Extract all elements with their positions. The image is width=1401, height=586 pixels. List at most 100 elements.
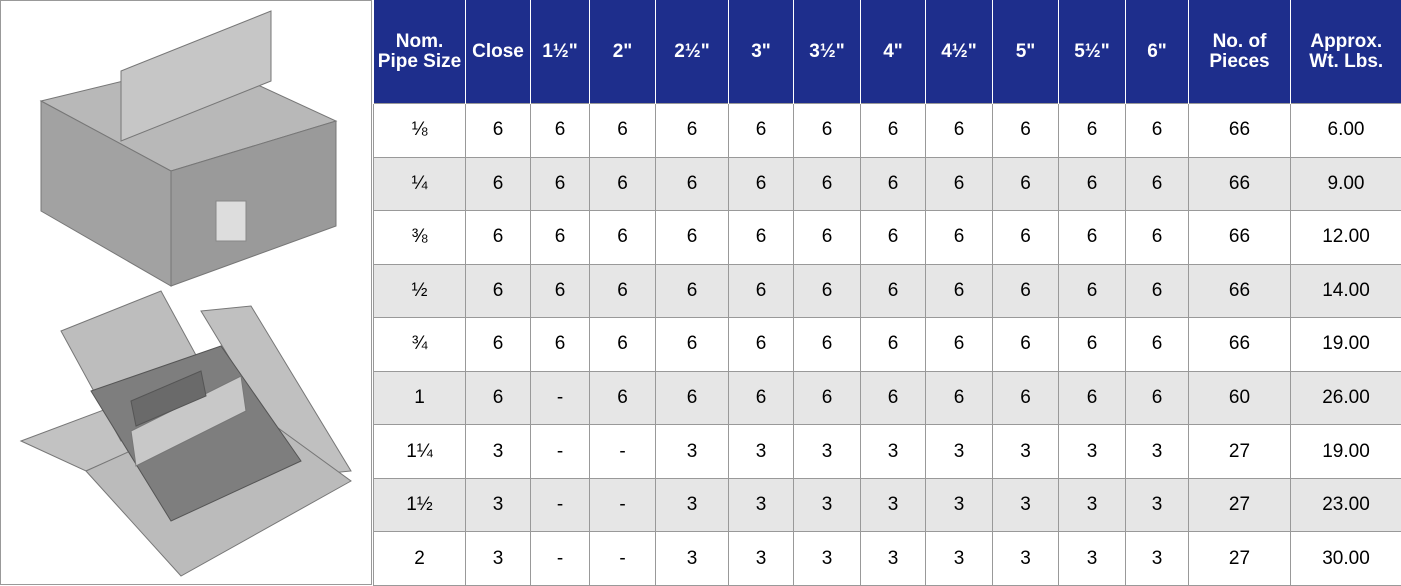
table-cell: 6 bbox=[926, 104, 993, 158]
header-cell: 5" bbox=[993, 0, 1059, 104]
table-cell: 6 bbox=[1059, 264, 1126, 318]
table-cell: 6 bbox=[590, 104, 656, 158]
table-cell: 6 bbox=[1126, 264, 1189, 318]
table-cell: 3 bbox=[926, 425, 993, 479]
table-cell: 6 bbox=[993, 318, 1059, 372]
table-cell: 3 bbox=[794, 478, 861, 532]
header-cell: Nom. Pipe Size bbox=[374, 0, 466, 104]
table-cell: 66 bbox=[1189, 157, 1291, 211]
table-cell: 3 bbox=[926, 532, 993, 586]
table-cell: 6 bbox=[794, 157, 861, 211]
table-cell: - bbox=[531, 532, 590, 586]
table-cell: 60 bbox=[1189, 371, 1291, 425]
table-cell: 9.00 bbox=[1291, 157, 1401, 211]
table-cell: 3 bbox=[794, 425, 861, 479]
table-cell: 1½ bbox=[374, 478, 466, 532]
table-cell: 3 bbox=[1126, 478, 1189, 532]
table-cell: 3 bbox=[656, 478, 729, 532]
table-cell: 3 bbox=[466, 425, 531, 479]
table-cell: ⅛ bbox=[374, 104, 466, 158]
table-cell: 6 bbox=[656, 264, 729, 318]
table-cell: 6 bbox=[993, 211, 1059, 265]
table-cell: 6 bbox=[1059, 371, 1126, 425]
table-cell: 6 bbox=[531, 104, 590, 158]
table-cell: 6 bbox=[993, 371, 1059, 425]
table-cell: 1 bbox=[374, 371, 466, 425]
header-cell: Close bbox=[466, 0, 531, 104]
table-cell: 6 bbox=[794, 371, 861, 425]
table-cell: 6 bbox=[1059, 157, 1126, 211]
table-cell: 6 bbox=[926, 211, 993, 265]
table-cell: 6 bbox=[794, 104, 861, 158]
table-cell: 6 bbox=[466, 264, 531, 318]
table-cell: 3 bbox=[656, 425, 729, 479]
table-cell: - bbox=[590, 532, 656, 586]
table-cell: 6.00 bbox=[1291, 104, 1401, 158]
table-cell: - bbox=[531, 425, 590, 479]
table-cell: 6 bbox=[926, 371, 993, 425]
table-cell: 6 bbox=[590, 371, 656, 425]
page: Nom. Pipe SizeClose1½"2"2½"3"3½"4"4½"5"5… bbox=[0, 0, 1401, 586]
table-cell: 6 bbox=[531, 264, 590, 318]
table-cell: 6 bbox=[1059, 211, 1126, 265]
table-cell: 6 bbox=[729, 211, 794, 265]
table-cell: 6 bbox=[1059, 318, 1126, 372]
table-cell: 14.00 bbox=[1291, 264, 1401, 318]
table-cell: 6 bbox=[656, 157, 729, 211]
table-cell: ⅜ bbox=[374, 211, 466, 265]
table-cell: 6 bbox=[656, 211, 729, 265]
table-cell: 6 bbox=[466, 211, 531, 265]
table-cell: 27 bbox=[1189, 478, 1291, 532]
table-cell: 3 bbox=[861, 425, 926, 479]
table-cell: 27 bbox=[1189, 425, 1291, 479]
header-cell: 6" bbox=[1126, 0, 1189, 104]
table-cell: 6 bbox=[861, 211, 926, 265]
table-cell: 6 bbox=[590, 264, 656, 318]
table-cell: 6 bbox=[729, 264, 794, 318]
table-cell: 6 bbox=[466, 371, 531, 425]
table-cell: 6 bbox=[729, 157, 794, 211]
table-cell: 1¼ bbox=[374, 425, 466, 479]
header-cell: 2½" bbox=[656, 0, 729, 104]
table-cell: 6 bbox=[794, 211, 861, 265]
table-cell: 66 bbox=[1189, 264, 1291, 318]
table-cell: ¼ bbox=[374, 157, 466, 211]
header-cell: 2" bbox=[590, 0, 656, 104]
header-cell: 4" bbox=[861, 0, 926, 104]
header-cell: 5½" bbox=[1059, 0, 1126, 104]
table-cell: 6 bbox=[1126, 318, 1189, 372]
table-cell: 6 bbox=[794, 264, 861, 318]
table-cell: ½ bbox=[374, 264, 466, 318]
table-cell: 3 bbox=[1059, 425, 1126, 479]
table-cell: 6 bbox=[993, 264, 1059, 318]
table-cell: 6 bbox=[794, 318, 861, 372]
table-cell: 6 bbox=[1059, 104, 1126, 158]
table-cell: 6 bbox=[466, 318, 531, 372]
table-cell: - bbox=[590, 425, 656, 479]
table-cell: 26.00 bbox=[1291, 371, 1401, 425]
header-cell: Approx. Wt. Lbs. bbox=[1291, 0, 1401, 104]
table-cell: 6 bbox=[1126, 371, 1189, 425]
table-cell: 6 bbox=[590, 211, 656, 265]
product-images bbox=[0, 0, 372, 585]
table-cell: - bbox=[531, 478, 590, 532]
table-cell: 2 bbox=[374, 532, 466, 586]
table-cell: 3 bbox=[1126, 532, 1189, 586]
table-cell: 3 bbox=[729, 425, 794, 479]
table-cell: - bbox=[531, 371, 590, 425]
table-cell: 6 bbox=[1126, 211, 1189, 265]
header-cell: 3" bbox=[729, 0, 794, 104]
table-cell: 3 bbox=[1126, 425, 1189, 479]
table-cell: 6 bbox=[656, 371, 729, 425]
table-cell: 3 bbox=[656, 532, 729, 586]
table-cell: 6 bbox=[861, 264, 926, 318]
